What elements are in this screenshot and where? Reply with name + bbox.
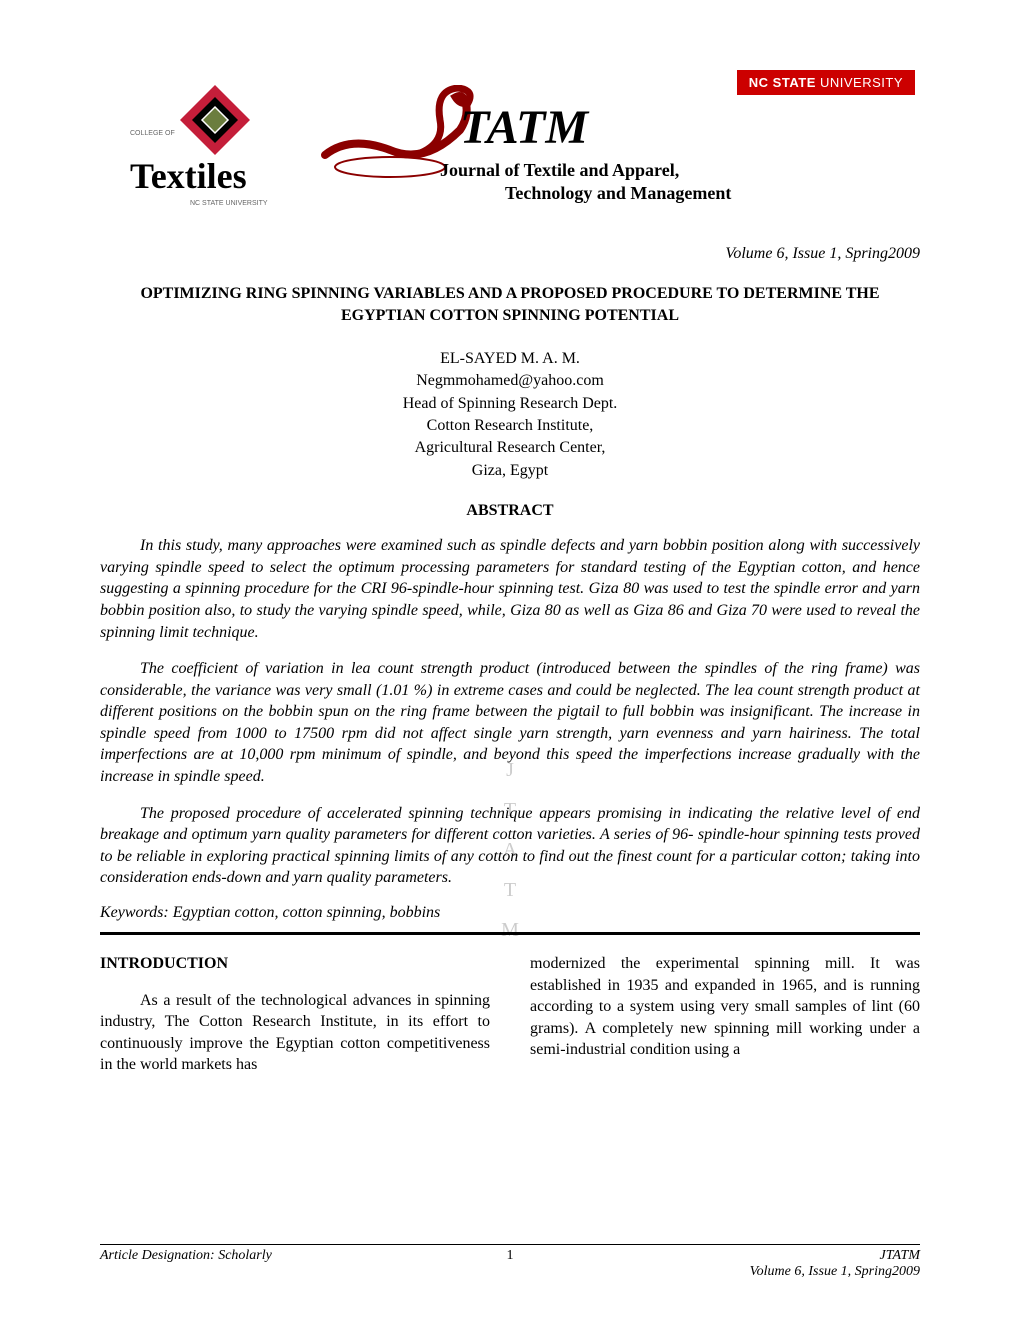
section-divider xyxy=(100,932,920,935)
footer-right-1: JTATM xyxy=(880,1248,920,1263)
abstract-p1: In this study, many approaches were exam… xyxy=(100,535,920,643)
footer-left: Article Designation: Scholarly xyxy=(100,1248,272,1280)
journal-subtitle-1: Journal of Textile and Apparel, xyxy=(440,160,679,181)
footer-right-2: Volume 6, Issue 1, Spring2009 xyxy=(750,1264,920,1279)
abstract-p2: The coefficient of variation in lea coun… xyxy=(100,658,920,788)
intro-col2: modernized the experimental spinning mil… xyxy=(530,953,920,1061)
textiles-logo: COLLEGE OF Textiles NC STATE UNIVERSITY xyxy=(100,80,320,220)
author-affil-2: Cotton Research Institute, xyxy=(100,415,920,437)
column-left: INTRODUCTION As a result of the technolo… xyxy=(100,953,490,1076)
author-name: EL-SAYED M. A. M. xyxy=(100,348,920,370)
header: NC STATE UNIVERSITY COLLEGE OF Textiles … xyxy=(100,80,920,235)
keywords: Keywords: Egyptian cotton, cotton spinni… xyxy=(100,904,920,922)
column-right: modernized the experimental spinning mil… xyxy=(530,953,920,1076)
abstract-heading: ABSTRACT xyxy=(100,502,920,520)
textiles-diamond-icon xyxy=(180,85,250,155)
author-affil-3: Agricultural Research Center, xyxy=(100,437,920,459)
author-affil-1: Head of Spinning Research Dept. xyxy=(100,393,920,415)
page-number: 1 xyxy=(507,1248,514,1264)
author-affil-4: Giza, Egypt xyxy=(100,460,920,482)
jtatm-logo: TATM Journal of Textile and Apparel, Tec… xyxy=(330,85,920,215)
textiles-sublabel: NC STATE UNIVERSITY xyxy=(190,200,268,207)
intro-col1: As a result of the technological advance… xyxy=(100,990,490,1076)
jtatm-title: TATM xyxy=(460,100,588,155)
article-title: OPTIMIZING RING SPINNING VARIABLES AND A… xyxy=(100,283,920,328)
footer: Article Designation: Scholarly 1 JTATM V… xyxy=(100,1244,920,1280)
abstract-p3: The proposed procedure of accelerated sp… xyxy=(100,803,920,889)
author-email: Negmmohamed@yahoo.com xyxy=(100,370,920,392)
journal-subtitle-2: Technology and Management xyxy=(505,183,731,204)
intro-heading: INTRODUCTION xyxy=(100,953,490,975)
college-label: COLLEGE OF xyxy=(130,130,175,137)
body-columns: INTRODUCTION As a result of the technolo… xyxy=(100,953,920,1076)
issue-info: Volume 6, Issue 1, Spring2009 xyxy=(100,245,920,263)
author-block: EL-SAYED M. A. M. Negmmohamed@yahoo.com … xyxy=(100,348,920,482)
textiles-brand: Textiles xyxy=(130,155,247,197)
